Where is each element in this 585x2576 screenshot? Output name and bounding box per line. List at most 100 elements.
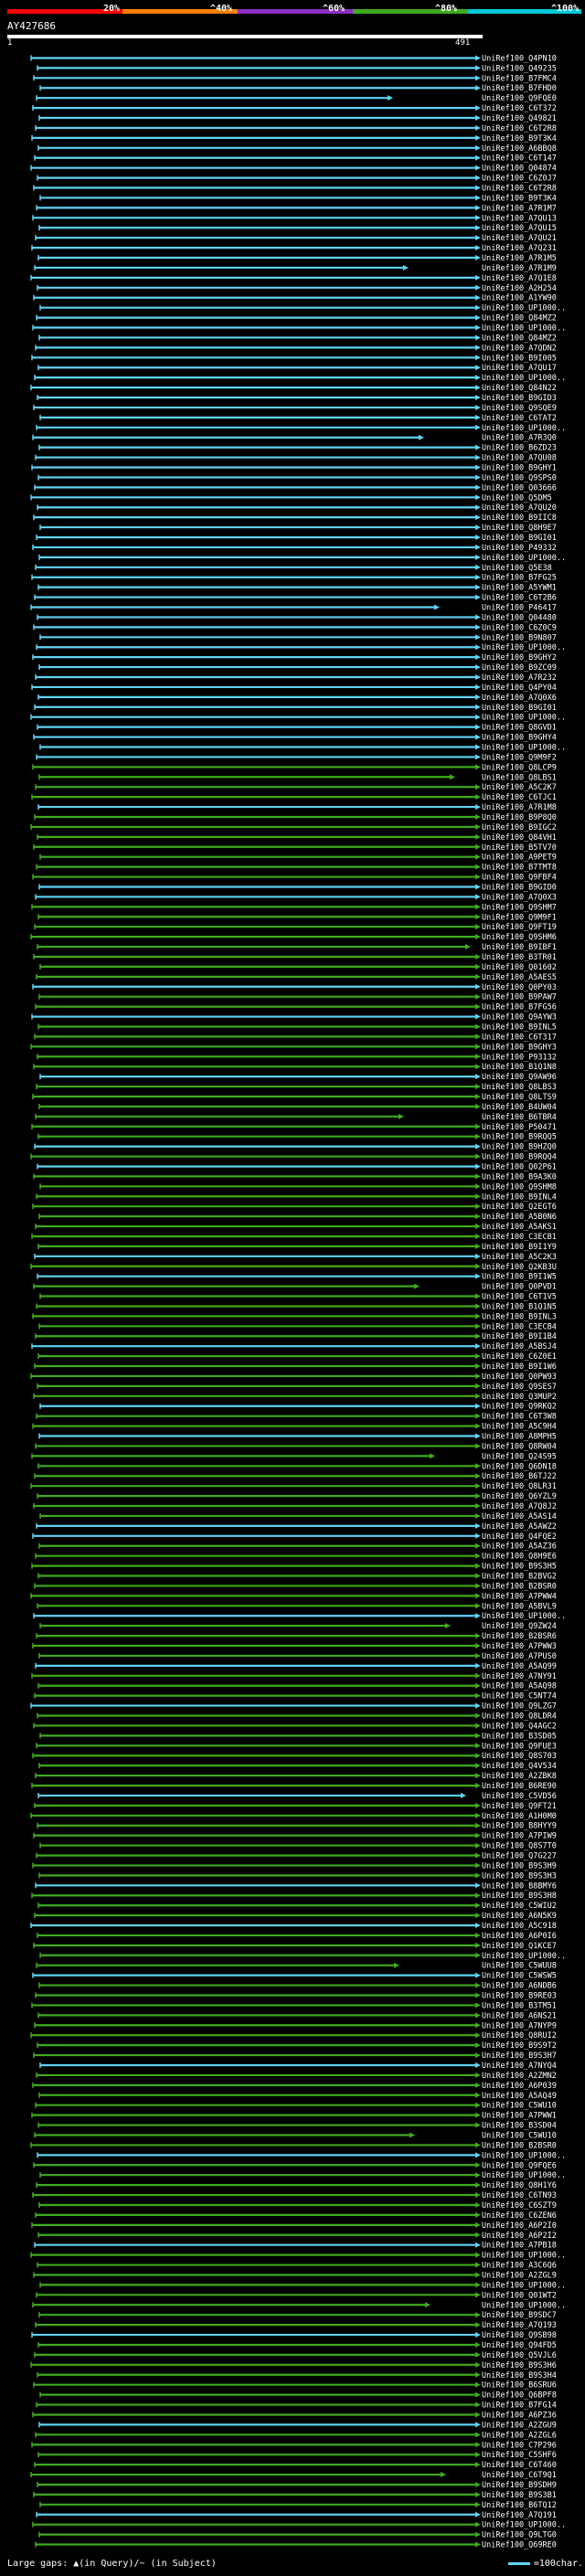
hit-label[interactable]: UniRef100_A7PWW4	[482, 1592, 557, 1601]
hit-label[interactable]: UniRef100_Q4PN10	[482, 54, 557, 63]
hit-label[interactable]: UniRef100_Q9RKQ2	[482, 1403, 557, 1412]
hit-label[interactable]: UniRef100_C5SHF6	[482, 2451, 557, 2460]
hit-label[interactable]: UniRef100_B2BVG2	[482, 1573, 557, 1582]
hit-label[interactable]: UniRef100_UP1000..	[482, 1952, 566, 1961]
hit-label[interactable]: UniRef100_C6T460	[482, 2461, 557, 2470]
hit-label[interactable]: UniRef100_A7PWW1	[482, 2112, 557, 2121]
hit-label[interactable]: UniRef100_UP1000..	[482, 304, 566, 313]
hit-label[interactable]: UniRef100_P49332	[482, 544, 557, 553]
hit-label[interactable]: UniRef100_A5C9H4	[482, 1423, 557, 1432]
hit-label[interactable]: UniRef100_C6TJC1	[482, 793, 557, 802]
hit-label[interactable]: UniRef100_B9RQQ5	[482, 1133, 557, 1142]
hit-label[interactable]: UniRef100_C6T2B6	[482, 594, 557, 603]
hit-label[interactable]: UniRef100_A2ZGU9	[482, 2421, 557, 2430]
hit-label[interactable]: UniRef100_B1Q1N8	[482, 1063, 557, 1072]
hit-label[interactable]: UniRef100_A7NY91	[482, 1672, 557, 1681]
hit-label[interactable]: UniRef100_B9S3H9	[482, 1861, 557, 1871]
hit-label[interactable]: UniRef100_Q8LBS3	[482, 1083, 557, 1092]
hit-label[interactable]: UniRef100_C6T2R8	[482, 185, 557, 194]
hit-label[interactable]: UniRef100_A6NDB6	[482, 1982, 557, 1991]
hit-label[interactable]: UniRef100_B9IIC8	[482, 514, 557, 523]
hit-label[interactable]: UniRef100_P93132	[482, 1053, 557, 1062]
hit-label[interactable]: UniRef100_Q9AW96	[482, 1073, 557, 1082]
hit-label[interactable]: UniRef100_Q49821	[482, 114, 557, 123]
hit-label[interactable]: UniRef100_Q4V534	[482, 1762, 557, 1771]
hit-label[interactable]: UniRef100_C6T1V5	[482, 1293, 557, 1302]
hit-label[interactable]: UniRef100_Q03666	[482, 483, 557, 493]
hit-label[interactable]: UniRef100_A2ZBK8	[482, 1772, 557, 1781]
hit-label[interactable]: UniRef100_Q6DN18	[482, 1462, 557, 1471]
hit-label[interactable]: UniRef100_B9GI01	[482, 704, 557, 713]
hit-label[interactable]: UniRef100_UP1000..	[482, 643, 566, 652]
hit-label[interactable]: UniRef100_Q9M9F2	[482, 753, 557, 762]
hit-label[interactable]: UniRef100_B9SDC7	[482, 2311, 557, 2320]
hit-label[interactable]: UniRef100_C5WU10	[482, 2131, 557, 2140]
hit-label[interactable]: UniRef100_Q9SB98	[482, 2331, 557, 2340]
hit-label[interactable]: UniRef100_Q5DM5	[482, 493, 552, 503]
hit-label[interactable]: UniRef100_A5AZ36	[482, 1542, 557, 1552]
hit-label[interactable]: UniRef100_B7FG14	[482, 2401, 557, 2411]
hit-label[interactable]: UniRef100_C6SZT9	[482, 2201, 557, 2210]
hit-label[interactable]: UniRef100_B9HZQ0	[482, 1143, 557, 1152]
hit-label[interactable]: UniRef100_A6P039	[482, 2082, 557, 2091]
hit-label[interactable]: UniRef100_B7FHD0	[482, 84, 557, 93]
hit-label[interactable]: UniRef100_B2BSR0	[482, 2141, 557, 2150]
hit-label[interactable]: UniRef100_B9S3H3	[482, 1871, 557, 1881]
hit-label[interactable]: UniRef100_B9GHY2	[482, 653, 557, 663]
hit-label[interactable]: UniRef100_B9INL3	[482, 1312, 557, 1321]
hit-label[interactable]: UniRef100_A3C6Q6	[482, 2262, 557, 2271]
hit-label[interactable]: UniRef100_A5AKS1	[482, 1223, 557, 1232]
hit-label[interactable]: UniRef100_A5C2K3	[482, 1253, 557, 1262]
hit-label[interactable]: UniRef100_Q0PVD1	[482, 1283, 557, 1292]
hit-label[interactable]: UniRef100_B9GID3	[482, 394, 557, 403]
hit-label[interactable]: UniRef100_B9A3K0	[482, 1172, 557, 1182]
hit-label[interactable]: UniRef100_Q9FUE3	[482, 1742, 557, 1751]
hit-label[interactable]: UniRef100_B9S3H6	[482, 2361, 557, 2370]
hit-label[interactable]: UniRef100_C6T147	[482, 154, 557, 164]
hit-label[interactable]: UniRef100_A5AQ98	[482, 1682, 557, 1691]
hit-label[interactable]: UniRef100_UP1000..	[482, 2301, 566, 2310]
hit-label[interactable]: UniRef100_Q84N22	[482, 384, 557, 393]
hit-label[interactable]: UniRef100_Q8H9E6	[482, 1553, 557, 1562]
hit-label[interactable]: UniRef100_A6P0I6	[482, 1932, 557, 1941]
hit-label[interactable]: UniRef100_B9N807	[482, 633, 557, 642]
hit-label[interactable]: UniRef100_A7R1M5	[482, 254, 557, 263]
hit-label[interactable]: UniRef100_B6TBR4	[482, 1113, 557, 1122]
hit-label[interactable]: UniRef100_A8MPH5	[482, 1433, 557, 1442]
hit-label[interactable]: UniRef100_C6Z0E1	[482, 1352, 557, 1362]
hit-label[interactable]: UniRef100_Q9LZG7	[482, 1702, 557, 1712]
hit-label[interactable]: UniRef100_A7R232	[482, 673, 557, 683]
hit-label[interactable]: UniRef100_A6P2I0	[482, 2221, 557, 2231]
hit-label[interactable]: UniRef100_B6ZD23	[482, 444, 557, 453]
hit-label[interactable]: UniRef100_A2ZMN2	[482, 2072, 557, 2081]
hit-label[interactable]: UniRef100_Q04874	[482, 164, 557, 174]
hit-label[interactable]: UniRef100_Q6BPF8	[482, 2391, 557, 2401]
hit-label[interactable]: UniRef100_B6TJ22	[482, 1472, 557, 1481]
hit-label[interactable]: UniRef100_A1H0M0	[482, 1812, 557, 1821]
hit-label[interactable]: UniRef100_A7QU21	[482, 234, 557, 243]
hit-label[interactable]: UniRef100_B1Q1N5	[482, 1302, 557, 1311]
hit-label[interactable]: UniRef100_Q8LTS9	[482, 1093, 557, 1102]
hit-label[interactable]: UniRef100_B6RE90	[482, 1782, 557, 1791]
hit-label[interactable]: UniRef100_A1YW90	[482, 294, 557, 303]
hit-label[interactable]: UniRef100_UP1000..	[482, 2252, 566, 2261]
hit-label[interactable]: UniRef100_C6TN93	[482, 2191, 557, 2200]
hit-label[interactable]: UniRef100_B9ZC09	[482, 663, 557, 673]
hit-label[interactable]: UniRef100_Q8H9E7	[482, 524, 557, 533]
hit-label[interactable]: UniRef100_A7PUS0	[482, 1652, 557, 1661]
hit-label[interactable]: UniRef100_C6ZEN6	[482, 2211, 557, 2221]
hit-label[interactable]: UniRef100_B3TR01	[482, 953, 557, 962]
hit-label[interactable]: UniRef100_Q94FD5	[482, 2341, 557, 2350]
hit-label[interactable]: UniRef100_A7QU15	[482, 224, 557, 233]
hit-label[interactable]: UniRef100_B9S3H8	[482, 1892, 557, 1901]
hit-label[interactable]: UniRef100_B4UW04	[482, 1103, 557, 1112]
hit-label[interactable]: UniRef100_Q9LTG0	[482, 2531, 557, 2540]
hit-label[interactable]: UniRef100_C5WUU8	[482, 1962, 557, 1971]
hit-label[interactable]: UniRef100_UP1000..	[482, 374, 566, 383]
hit-label[interactable]: UniRef100_A5AS14	[482, 1512, 557, 1521]
hit-label[interactable]: UniRef100_A7QU08	[482, 454, 557, 463]
hit-label[interactable]: UniRef100_B2BSR6	[482, 1632, 557, 1641]
hit-label[interactable]: UniRef100_A5B0N6	[482, 1213, 557, 1222]
hit-label[interactable]: UniRef100_Q5E38	[482, 564, 552, 573]
hit-label[interactable]: UniRef100_C5WIU2	[482, 1902, 557, 1911]
